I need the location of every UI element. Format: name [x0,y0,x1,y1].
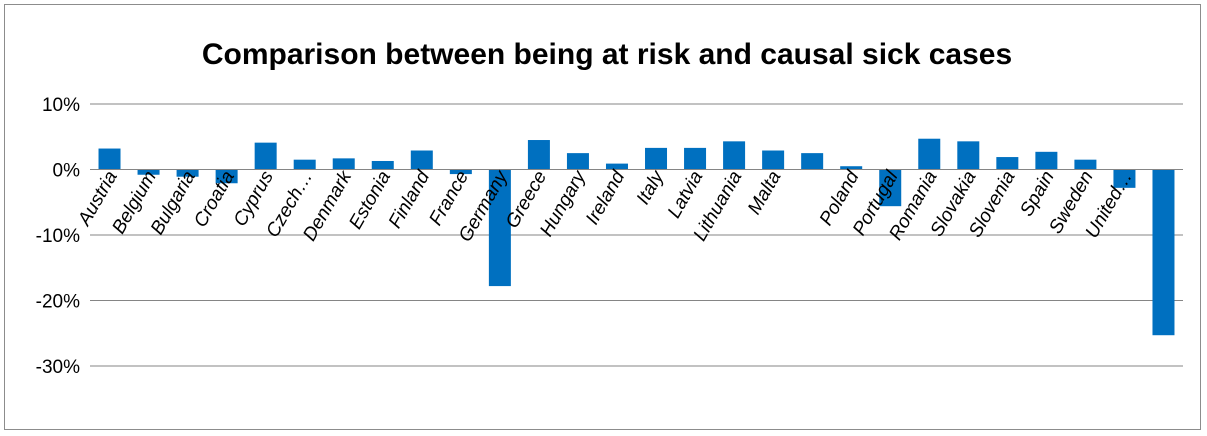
x-tick-label: Spain [1016,168,1058,221]
bar [410,150,433,170]
x-tick-label: Italy [633,166,669,208]
y-axis-ticks: 10% 0% -10% -20% -30% [36,95,80,378]
bar [488,169,511,287]
bar [684,147,707,170]
bar [801,153,824,170]
chart-title: Comparison between being at risk and cau… [202,38,1012,71]
bar [723,141,746,170]
y-tick-label: -10% [36,226,80,247]
chart-frame [4,4,1201,430]
bar [1074,159,1097,170]
bar [879,169,902,207]
bar [371,160,394,170]
bar [762,150,785,170]
bar [254,142,277,170]
bar [1113,169,1136,188]
y-tick-label: -20% [36,292,80,313]
gridlines [90,103,1183,367]
bar [449,169,472,175]
bar [332,158,355,170]
bar [605,163,628,170]
x-axis-ticks: AustriaBelgiumBulgariaCroatiaCyprusCzech… [74,166,1137,245]
x-tick-label: Ireland [582,166,630,228]
bars [98,138,1175,336]
bar [1035,151,1058,170]
bar [293,159,316,170]
y-tick-label: -30% [36,357,80,378]
y-tick-label: 10% [42,95,80,116]
bar [957,141,980,170]
bar [215,169,238,184]
x-tick-label: Malta [744,168,785,219]
y-tick-label: 0% [53,161,81,182]
bar [527,140,550,170]
bar [176,169,199,177]
bar [1152,169,1175,336]
bar [996,157,1019,170]
bar [918,138,941,170]
bar [645,147,668,170]
bar [840,166,863,170]
x-tick-label: Finland [385,166,435,232]
bar [137,169,160,175]
bar [566,153,589,170]
bar [98,148,121,170]
